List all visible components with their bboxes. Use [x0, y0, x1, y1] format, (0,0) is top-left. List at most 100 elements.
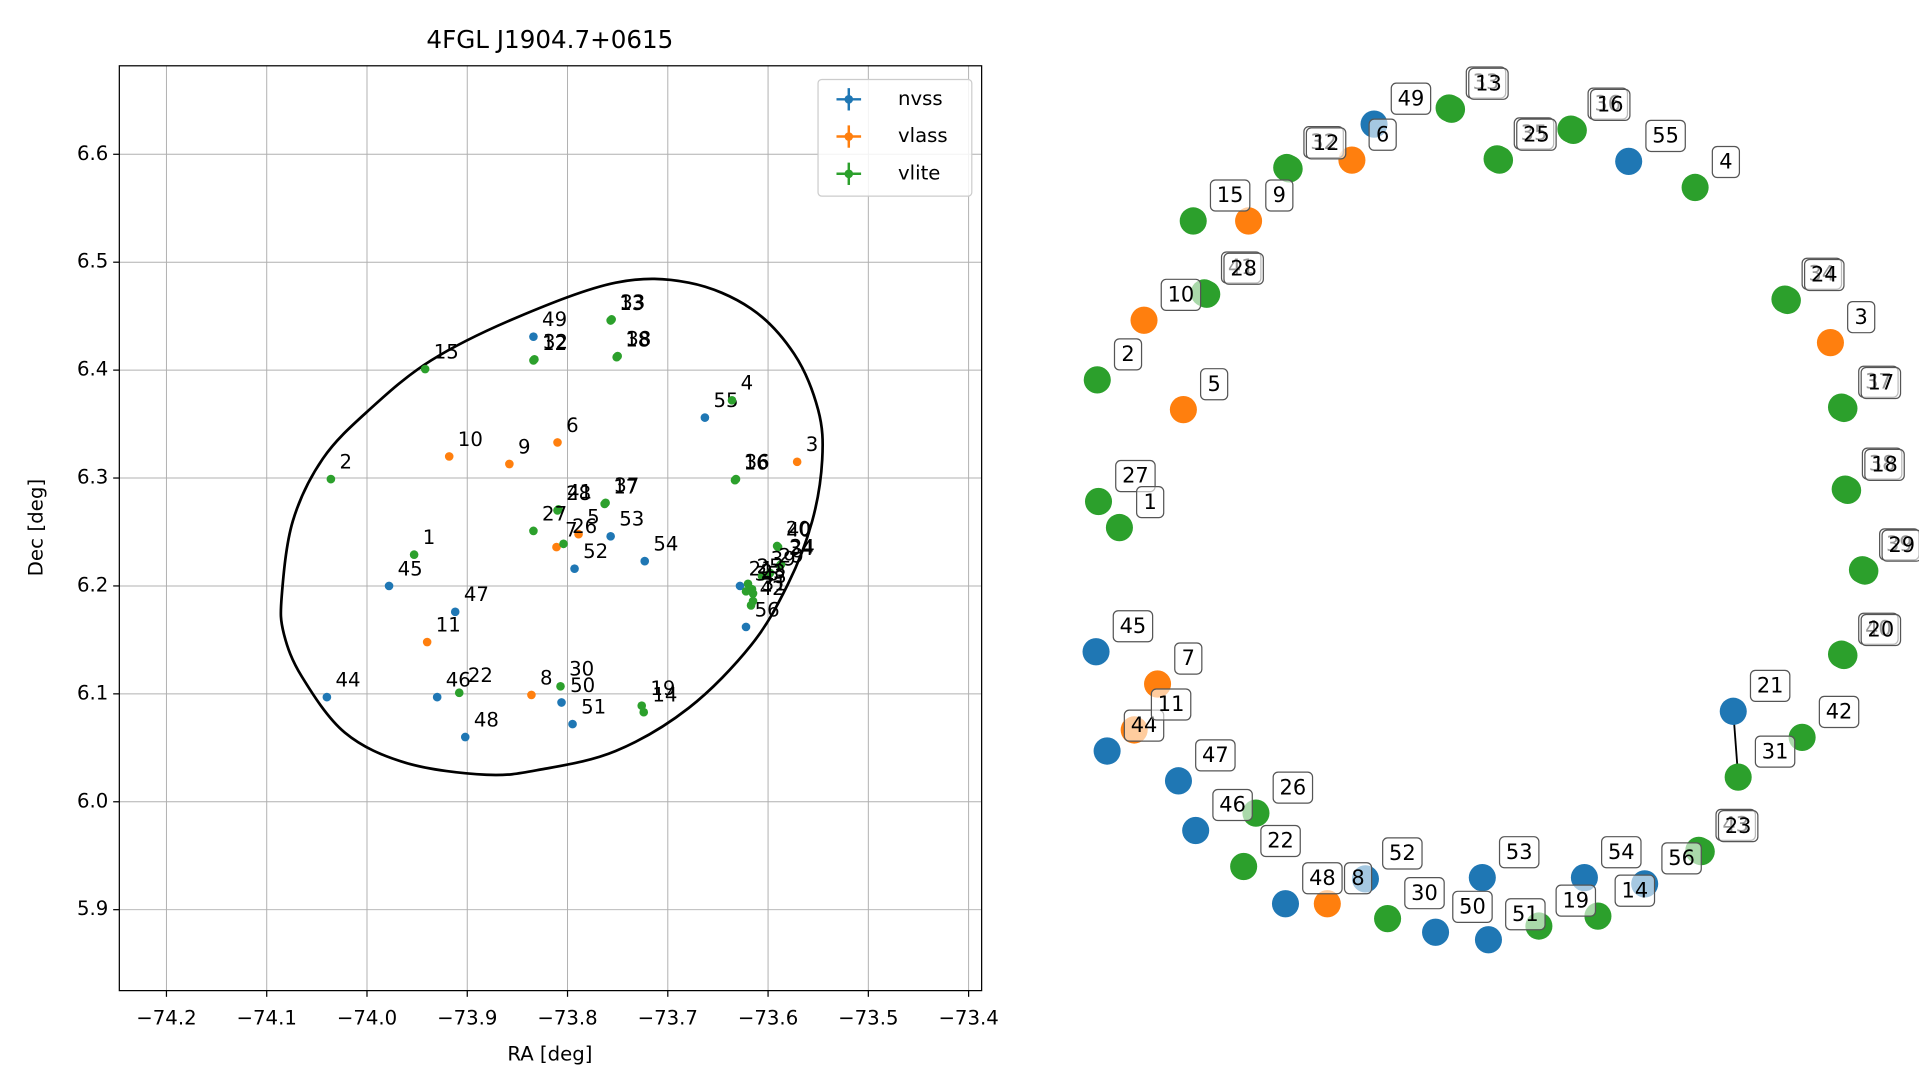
node-label-box — [1661, 842, 1702, 875]
point-label: 17 — [613, 475, 638, 498]
point-label: 2 — [340, 450, 353, 473]
node-label: 4 — [1719, 150, 1732, 174]
point — [432, 692, 442, 702]
node-label-box — [1343, 862, 1373, 895]
node-label: 31 — [1762, 739, 1789, 763]
node-label-box — [1860, 613, 1902, 647]
node-label-box — [1555, 884, 1597, 917]
point — [530, 354, 539, 364]
point — [757, 571, 767, 581]
x-tick-label: −73.9 — [437, 1007, 497, 1030]
legend-label: nvss — [898, 87, 943, 110]
node-label-box — [1516, 118, 1557, 151]
x-tick-label: −73.6 — [738, 1007, 798, 1030]
node-label: 6 — [1376, 122, 1389, 146]
point-label: 6 — [566, 414, 579, 437]
node — [1275, 155, 1303, 183]
point — [731, 474, 741, 484]
node-label: 20 — [1868, 618, 1895, 642]
point-label: 32 — [543, 331, 568, 354]
node-label-box — [1404, 877, 1445, 910]
point-label: 35 — [755, 563, 780, 586]
node-label-box — [1305, 127, 1347, 160]
point-label: 47 — [464, 583, 489, 606]
point-label: 27 — [542, 502, 567, 525]
node-label-box — [1717, 810, 1759, 843]
node-label-box — [1115, 459, 1156, 493]
node-label-box — [1614, 874, 1656, 907]
point-label: 44 — [335, 668, 360, 691]
point — [460, 732, 470, 742]
node-label-box — [1505, 898, 1546, 931]
point-label: 10 — [458, 428, 483, 451]
node — [1724, 763, 1752, 791]
point-label: 26 — [572, 515, 597, 538]
node-label: 22 — [1267, 829, 1294, 853]
node-label-box — [1452, 890, 1493, 923]
node-label: 48 — [1309, 866, 1336, 890]
point — [384, 581, 394, 591]
node-label-box — [1468, 67, 1509, 100]
point — [700, 413, 710, 422]
point — [746, 601, 756, 610]
node — [1179, 207, 1207, 235]
point — [552, 542, 561, 552]
node-label: 7 — [1182, 646, 1195, 670]
node-label-box — [1209, 179, 1251, 212]
node-label: 12 — [1313, 131, 1340, 155]
y-tick-label: 5.9 — [77, 897, 108, 920]
point-label: 19 — [650, 677, 675, 700]
point — [792, 457, 802, 467]
node-label: 13 — [1475, 71, 1502, 95]
point-label: 43 — [762, 565, 787, 588]
point-label: 45 — [398, 557, 423, 580]
node — [1271, 890, 1300, 918]
node-label: 17 — [1868, 371, 1895, 395]
point-label: 13 — [619, 292, 644, 315]
node — [1615, 147, 1643, 176]
point-label: 28 — [566, 482, 591, 505]
node-label-box — [1498, 836, 1540, 869]
point — [326, 474, 336, 484]
y-tick-label: 6.1 — [77, 681, 108, 704]
point-label: 16 — [744, 451, 769, 474]
point — [454, 688, 464, 698]
node — [1474, 926, 1502, 954]
point — [606, 531, 615, 541]
node-label-box — [1368, 118, 1397, 151]
legend-marker — [844, 132, 854, 141]
point-label: 31 — [762, 572, 787, 595]
node-label: 52 — [1389, 841, 1416, 865]
point-label: 53 — [619, 508, 644, 531]
node-label-box — [1881, 529, 1919, 562]
node-label: 16 — [1597, 92, 1624, 116]
node-label: 9 — [1273, 183, 1286, 207]
node-label-box — [1195, 739, 1236, 772]
node-label: 46 — [1219, 793, 1246, 817]
node-label: 3 — [1855, 305, 1868, 329]
node-label: 25 — [1523, 122, 1550, 146]
point-label: 49 — [542, 308, 567, 331]
node-label-box — [1265, 179, 1294, 212]
node — [1830, 394, 1858, 423]
point — [640, 556, 650, 566]
point — [556, 681, 565, 691]
point-label: 48 — [474, 708, 499, 731]
point-label: 37 — [614, 474, 639, 497]
node-label-box — [1711, 145, 1741, 179]
node-label: 23 — [1725, 814, 1752, 838]
node-label-box — [1818, 695, 1860, 729]
point — [741, 586, 751, 596]
point-label: 36 — [745, 450, 770, 473]
plot-frame — [118, 65, 983, 992]
point-label: 8 — [540, 666, 553, 689]
point-label: 42 — [760, 577, 785, 600]
node-label-box — [1754, 735, 1796, 768]
node-label: 11 — [1158, 692, 1185, 716]
legend-marker — [844, 169, 854, 179]
point — [505, 459, 514, 469]
node-label-box — [1382, 837, 1423, 870]
y-tick-label: 6.5 — [77, 250, 108, 273]
node-label-box — [1113, 338, 1143, 371]
